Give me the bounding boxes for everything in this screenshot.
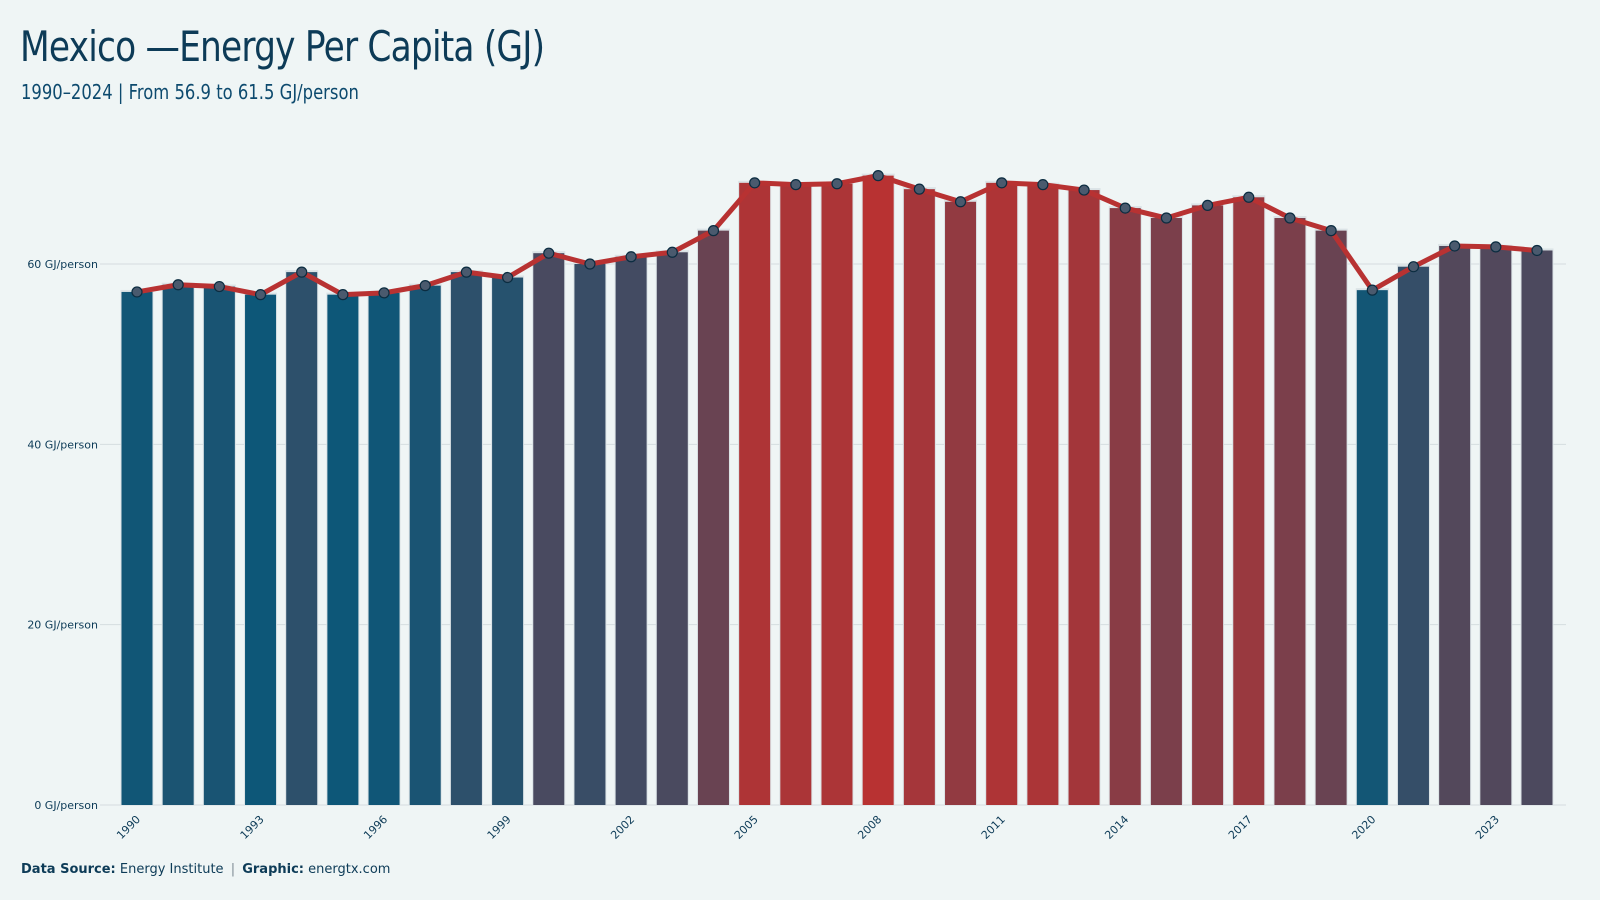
bar-2012 [1027,184,1059,806]
y-tick-label: 0 GJ/person [34,799,98,812]
point-2006 [790,179,802,191]
bar-1997 [409,285,441,805]
line-markers [131,170,1543,301]
point-2007 [831,178,843,190]
bar-2002 [615,256,647,806]
bar-1993 [245,294,277,805]
x-tick-label: 2023 [1473,813,1502,842]
chart-title: Mexico —Energy Per Capita (GJ) [20,22,545,71]
bar-2015 [1150,218,1182,805]
point-2021 [1407,261,1420,273]
point-1998 [460,266,473,278]
bar-2006 [780,184,812,806]
footer-credits: Data Source: Energy Institute | Graphic:… [21,862,390,877]
bar-1992 [203,286,235,806]
point-2019 [1325,225,1337,237]
x-tick-label: 2017 [1226,813,1255,842]
bar-2024 [1521,250,1553,806]
point-2009 [913,183,925,195]
bar-1995 [327,294,359,805]
bar-2013 [1068,190,1100,805]
x-tick-label: 2011 [979,813,1008,842]
bar-2007 [821,183,853,806]
bar-2004 [697,230,729,806]
point-2016 [1201,199,1214,211]
point-2014 [1119,202,1131,214]
bar-1991 [162,284,194,805]
source-label: Data Source: [21,862,116,877]
source-value: Energy Institute [119,862,224,877]
y-axis-ticks: 0 GJ/person 20 GJ/person 40 GJ/person 60 GJ… [27,258,98,812]
graphic-label: Graphic: [242,862,304,877]
bar-2010 [945,201,977,805]
x-tick-label: 2002 [608,813,637,842]
point-1997 [419,280,431,292]
bar-2017 [1233,197,1265,805]
bar-2011 [986,182,1018,806]
point-2012 [1037,179,1049,191]
graphic-value: energtx.com [308,862,391,877]
point-2003 [666,246,678,258]
point-2001 [584,258,596,270]
point-1992 [213,280,225,293]
bar-1999 [492,277,524,805]
chart-subtitle: 1990–2024 | From 56.9 to 61.5 GJ/person [21,80,359,104]
x-tick-label: 2005 [732,813,761,842]
point-1993 [254,289,267,301]
point-2022 [1449,240,1461,252]
point-2018 [1284,212,1296,224]
bar-2009 [903,189,935,805]
y-tick-label: 20 GJ/person [27,619,98,632]
bar-1996 [368,292,400,805]
bar-2003 [656,252,688,806]
bar-2008 [862,175,894,806]
bar-2023 [1480,246,1512,805]
bar-series [120,173,1554,806]
x-tick-label: 1999 [485,813,514,842]
x-tick-label: 2020 [1349,813,1378,842]
point-2000 [543,247,555,259]
bar-2005 [739,182,771,806]
bar-2000 [533,253,565,805]
x-tick-label: 1996 [361,813,390,842]
bar-2014 [1109,208,1141,805]
x-axis-ticks: 1990 1993 1996 1999 2002 2005 2008 2011 2014 2017… [114,813,1502,842]
bar-2016 [1192,205,1224,805]
y-tick-label: 60 GJ/person [27,258,98,271]
bar-1994 [286,272,318,805]
point-1996 [378,287,390,299]
point-1991 [172,279,184,291]
point-2024 [1531,244,1543,257]
bar-1998 [450,272,482,805]
point-2017 [1243,191,1255,203]
point-2005 [749,177,761,189]
x-tick-label: 2008 [855,813,884,842]
bar-2018 [1274,218,1306,805]
bar-2001 [574,264,606,805]
footer-separator: | [230,862,236,877]
point-2020 [1366,284,1378,296]
point-1994 [296,266,308,278]
bar-2020 [1356,290,1388,806]
x-tick-label: 1990 [114,813,143,842]
point-2004 [707,225,720,237]
point-2002 [625,251,637,263]
point-1990 [131,286,143,298]
point-2008 [872,170,884,182]
point-1999 [501,271,514,284]
y-tick-label: 40 GJ/person [27,438,98,451]
x-tick-label: 1993 [238,813,267,842]
point-2010 [954,196,967,208]
point-2023 [1490,241,1502,253]
bar-1990 [121,291,153,805]
point-1995 [337,289,349,301]
point-2013 [1078,184,1090,196]
x-tick-label: 2014 [1102,813,1131,842]
point-2015 [1160,212,1173,224]
bar-2022 [1439,245,1471,805]
bar-2019 [1315,230,1347,806]
bar-2021 [1397,266,1429,806]
point-2011 [996,177,1008,189]
